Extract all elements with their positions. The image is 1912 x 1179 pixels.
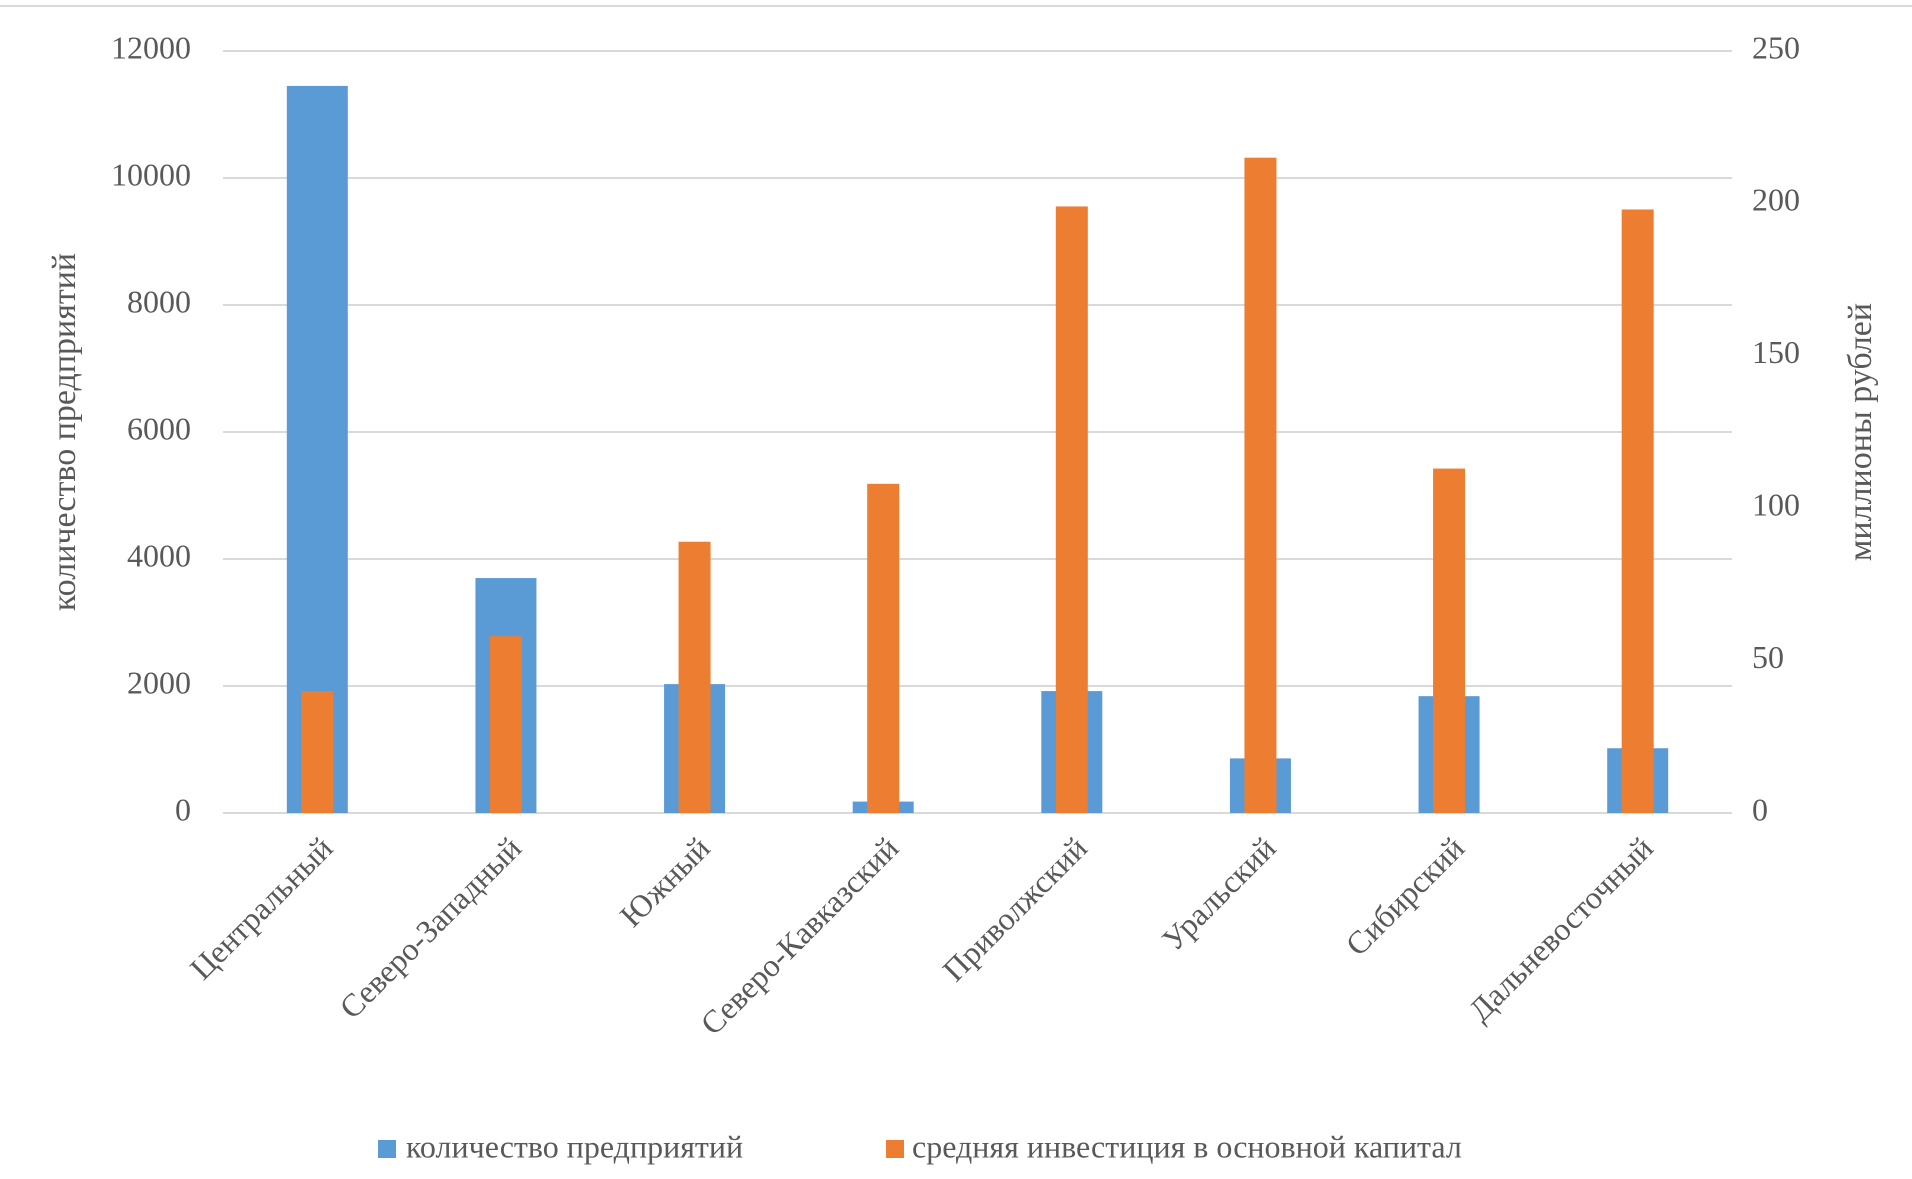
x-tick-label: Дальневосточный — [1461, 830, 1659, 1028]
x-tick-label: Уральский — [1155, 830, 1283, 958]
bar — [1621, 209, 1654, 814]
legend-swatch — [886, 1140, 904, 1158]
y-tick-label: 12000 — [111, 29, 191, 65]
legend-label: количество предприятий — [406, 1128, 743, 1164]
y-tick-label: 0 — [175, 791, 191, 827]
bar — [1433, 468, 1466, 813]
y2-axis-title: миллионы рублей — [1842, 303, 1879, 561]
y2-tick-label: 100 — [1752, 487, 1800, 523]
x-tick-label: Центральный — [183, 830, 340, 987]
y2-tick-label: 0 — [1752, 791, 1768, 827]
bar — [1055, 206, 1088, 813]
y-tick-label: 6000 — [127, 410, 191, 446]
bar — [867, 483, 900, 813]
bar — [678, 541, 711, 813]
y2-tick-label: 250 — [1752, 29, 1800, 65]
y-tick-label: 10000 — [111, 156, 191, 192]
x-tick-label: Северо-Западный — [332, 830, 528, 1026]
x-tick-label: Южный — [613, 830, 717, 934]
y-axis-title: количество предприятий — [46, 253, 83, 611]
y-tick-label: 4000 — [127, 537, 191, 573]
bar — [1244, 157, 1277, 813]
y2-tick-label: 200 — [1752, 182, 1800, 218]
y-tick-label: 2000 — [127, 664, 191, 700]
bar — [301, 691, 334, 813]
y-tick-label: 8000 — [127, 283, 191, 319]
y2-tick-label: 150 — [1752, 334, 1800, 370]
x-tick-label: Приволжский — [935, 830, 1094, 989]
y2-tick-label: 50 — [1752, 639, 1784, 675]
x-tick-label: Сибирский — [1338, 830, 1471, 963]
x-tick-label: Северо-Кавказский — [693, 830, 905, 1042]
legend-label: средняя инвестиция в основной капитал — [912, 1128, 1462, 1164]
legend-swatch — [378, 1140, 396, 1158]
bar — [489, 636, 522, 813]
